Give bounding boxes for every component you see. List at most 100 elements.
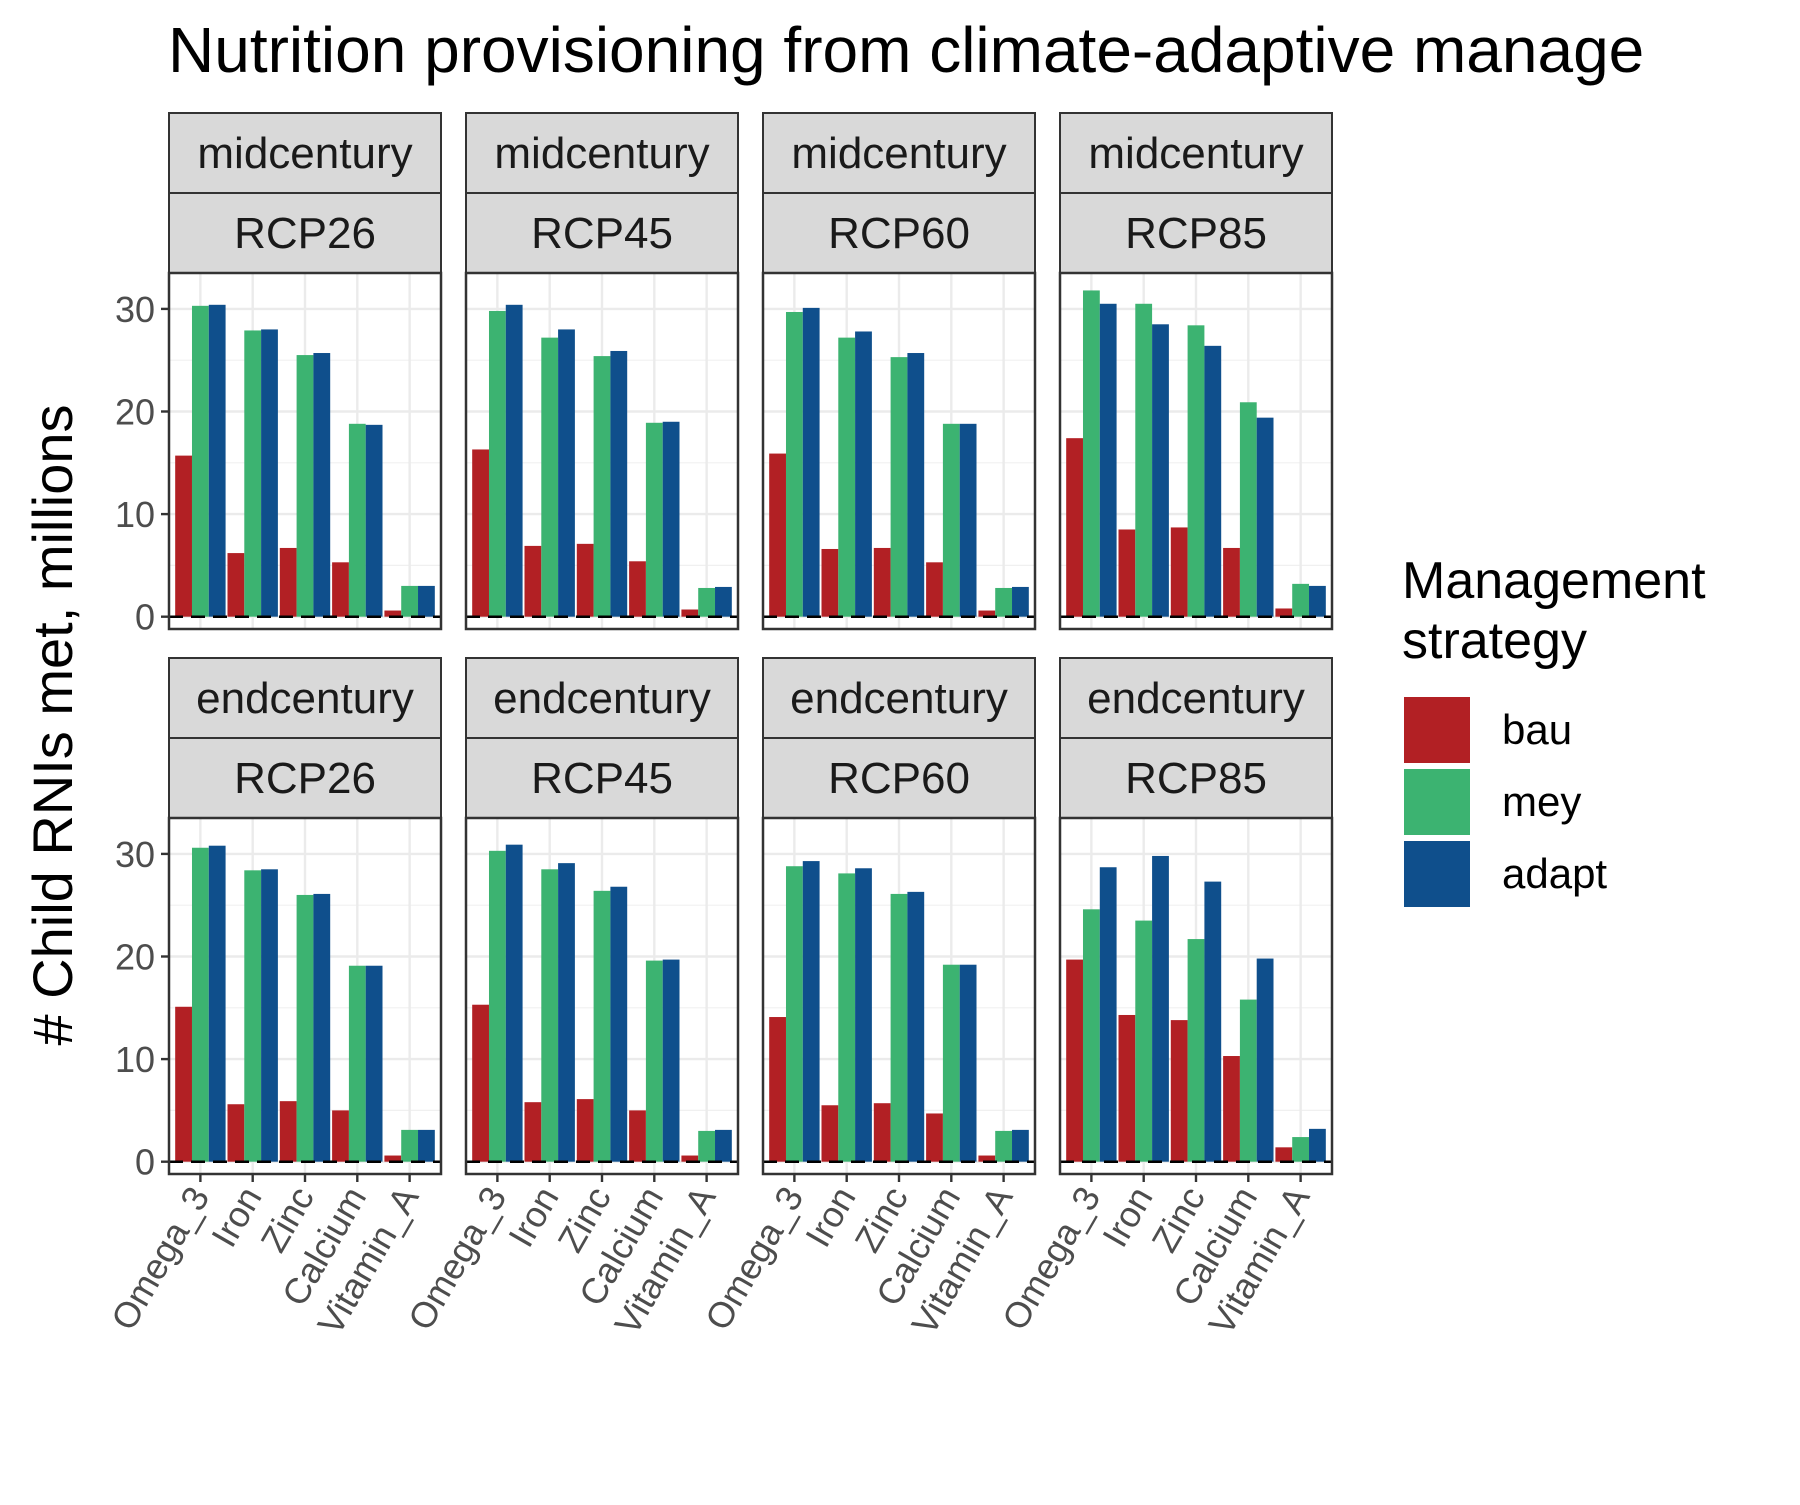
bar-bau-calcium [926,1113,943,1162]
bar-adapt-omega-3 [1099,303,1117,617]
bar-adapt-calcium [365,965,383,1162]
facet-panel: midcentury RCP45 [464,112,740,631]
bar-adapt-omega-3 [1099,867,1117,1162]
facet-strip-col-label: RCP45 [531,209,673,258]
bar-mey-calcium [942,423,960,617]
facet-strip-row-label: midcentury [494,129,709,178]
bar-adapt-calcium [959,964,977,1162]
bar-bau-calcium [629,1110,646,1162]
bar-mey-iron [838,337,856,617]
bar-adapt-zinc [1204,881,1222,1162]
y-tick-label: 30 [115,834,155,875]
facet-strip-row [465,112,739,194]
bar-bau-calcium [332,562,349,617]
bar-mey-calcium [645,422,663,617]
bar-bau-vitamin-a [681,609,699,617]
bar-bau-iron [821,548,839,617]
facet-strip-row-label: midcentury [791,129,1006,178]
bar-adapt-omega-3 [505,844,523,1162]
bar-mey-iron [244,870,262,1162]
facet-strip-col [168,737,442,819]
facet-strip-row [762,112,1036,194]
legend-item-bau: bau [1404,697,1572,763]
bar-mey-zinc [890,893,908,1162]
facet-strip-row-label: midcentury [197,129,412,178]
bar-bau-zinc [1170,527,1188,617]
bar-adapt-omega-3 [505,304,523,617]
legend-swatch-mey [1404,769,1470,835]
bar-mey-iron [838,873,856,1162]
bar-adapt-vitamin-a [1012,1129,1029,1162]
bar-bau-zinc [576,543,594,617]
bar-bau-iron [524,1102,542,1162]
bar-bau-calcium [332,1110,349,1162]
bar-adapt-iron [855,331,872,617]
bar-adapt-omega-3 [802,307,820,617]
bar-mey-zinc [1187,939,1205,1162]
legend-title-line-2: strategy [1402,612,1587,670]
bar-mey-vitamin-a [1292,1137,1310,1162]
bar-bau-vitamin-a [978,610,996,617]
bar-bau-vitamin-a [1275,1147,1293,1162]
bar-mey-calcium [1239,402,1257,617]
bar-mey-omega-3 [488,850,506,1162]
y-axis-title-group: # Child RNIs met, millions [21,404,84,1045]
facet-panel: midcentury RCP85 [1058,112,1334,631]
facet-strip-col [1059,192,1333,274]
facet-strip-row-label: endcentury [493,674,711,723]
panel-border [1058,271,1334,631]
bar-bau-iron [524,545,542,617]
bar-bau-calcium [926,562,943,617]
facet-strip-row-label: endcentury [196,674,414,723]
bar-bau-vitamin-a [384,610,402,617]
x-tick-label: Omega_3 [103,1180,218,1337]
bar-adapt-zinc [907,353,925,617]
y-tick-label: 20 [115,937,155,978]
bar-bau-iron [821,1105,839,1162]
bar-adapt-zinc [610,886,628,1162]
bar-adapt-iron [558,329,575,617]
bar-adapt-iron [1152,324,1169,617]
bar-bau-zinc [279,1101,297,1162]
facet-strip-col [762,192,1036,274]
legend-label-adapt: adapt [1502,850,1607,897]
bar-adapt-omega-3 [208,845,226,1162]
bar-adapt-calcium [1256,417,1274,617]
bar-mey-zinc [593,890,611,1162]
bar-bau-zinc [576,1099,594,1162]
bar-adapt-omega-3 [802,861,820,1162]
facet-panel: midcentury RCP26 0 10 20 30 [115,112,443,638]
facet-strip-col-label: RCP60 [828,209,970,258]
bar-bau-omega-3 [769,1017,786,1162]
bar-mey-omega-3 [191,305,209,617]
bar-adapt-calcium [365,424,383,617]
bar-mey-calcium [1239,999,1257,1162]
facet-strip-col-label: RCP45 [531,754,673,803]
bar-adapt-iron [261,869,278,1162]
bar-bau-calcium [1223,547,1240,617]
facet-strip-col-label: RCP85 [1125,754,1267,803]
bar-mey-vitamin-a [698,1130,716,1162]
legend-swatch-bau [1404,697,1470,763]
bar-adapt-vitamin-a [418,585,435,617]
legend-item-mey: mey [1404,769,1581,835]
bar-mey-iron [244,330,262,617]
y-tick-label: 0 [135,597,155,638]
bar-mey-zinc [296,355,314,617]
y-axis-title: # Child RNIs met, millions [21,404,84,1045]
facet-strip-col-label: RCP85 [1125,209,1267,258]
bar-mey-vitamin-a [995,587,1013,617]
bar-mey-vitamin-a [401,585,419,617]
bar-bau-iron [1118,1014,1136,1162]
legend-label-mey: mey [1502,778,1581,825]
facet-strip-row [1059,657,1333,739]
bar-adapt-iron [1152,855,1169,1162]
bar-bau-iron [227,553,245,617]
bar-mey-calcium [942,964,960,1162]
y-tick-label: 10 [115,1039,155,1080]
bar-mey-iron [1135,920,1153,1162]
bar-mey-vitamin-a [995,1130,1013,1162]
